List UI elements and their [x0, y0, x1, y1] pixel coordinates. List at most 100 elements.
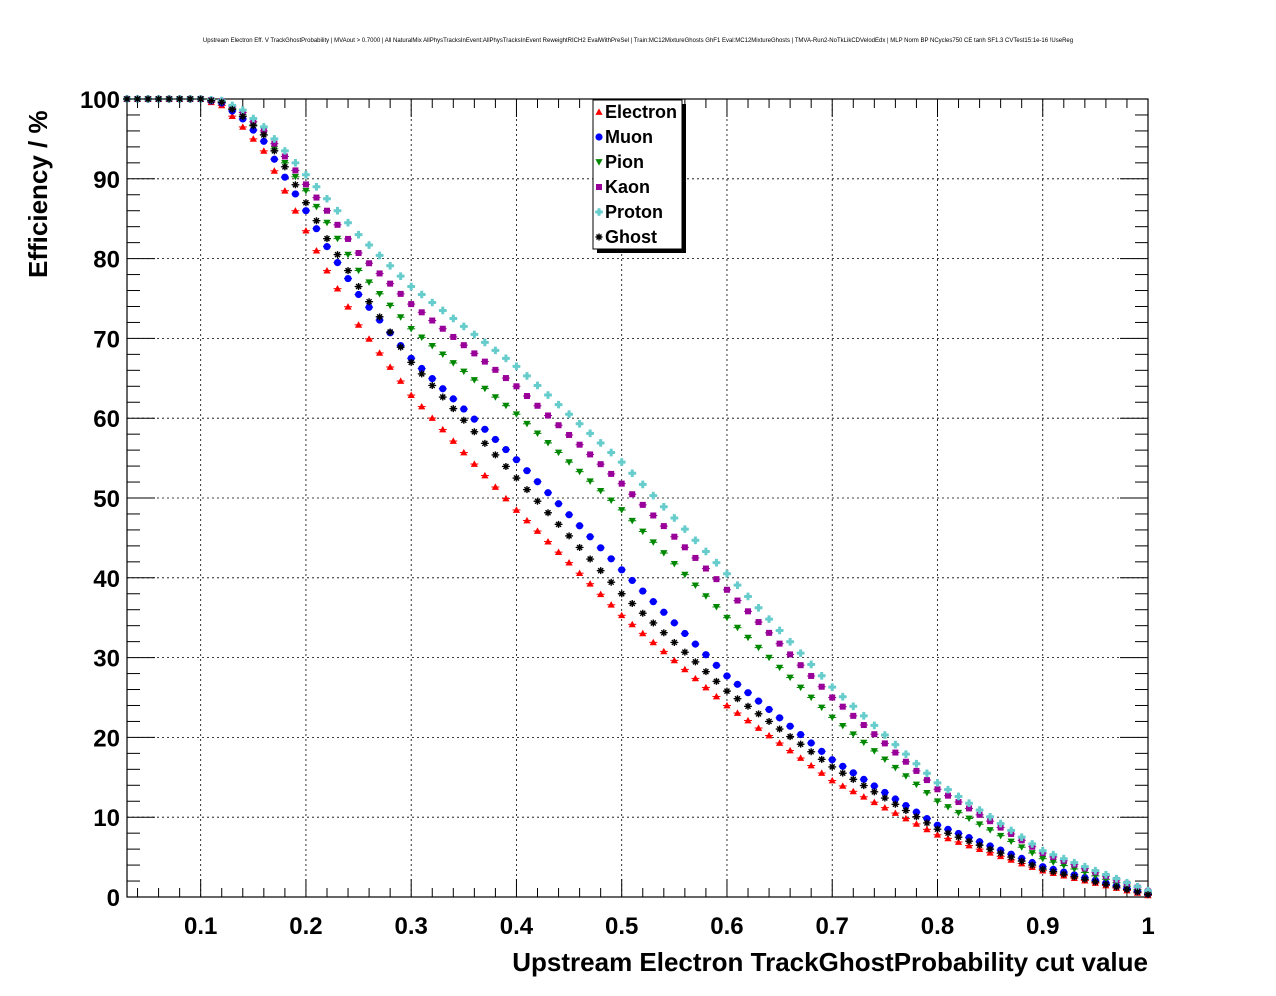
- data-point: [323, 266, 331, 274]
- legend-label: Pion: [605, 152, 644, 172]
- data-point: [155, 95, 163, 103]
- x-tick-label: 0.6: [710, 913, 743, 940]
- data-point: [450, 333, 457, 340]
- data-point: [755, 710, 763, 718]
- marker-stroke: [691, 658, 699, 666]
- marker-stroke: [481, 439, 489, 447]
- data-point: [502, 375, 509, 382]
- data-point: [1144, 891, 1152, 899]
- marker-stroke: [291, 181, 299, 189]
- data-point: [786, 722, 794, 730]
- x-tick-label: 0.9: [1026, 913, 1059, 940]
- y-tick-label: 80: [93, 247, 120, 274]
- marker-stroke: [491, 451, 499, 459]
- data-point: [828, 763, 836, 771]
- data-point: [460, 322, 468, 331]
- marker-stroke: [428, 381, 436, 389]
- data-point: [597, 487, 605, 495]
- data-point: [418, 370, 426, 378]
- marker-stroke: [1112, 883, 1120, 891]
- data-point: [733, 709, 742, 716]
- data-point: [1112, 883, 1120, 891]
- data-point: [545, 412, 552, 419]
- marker-stroke: [881, 794, 889, 802]
- data-point: [512, 456, 521, 464]
- marker-stroke: [670, 638, 678, 646]
- data-point: [1091, 878, 1099, 886]
- data-point: [1028, 861, 1036, 869]
- data-point: [249, 114, 258, 123]
- data-point: [354, 267, 363, 275]
- x-axis-label: Upstream Electron TrackGhostProbability …: [512, 947, 1148, 977]
- data-point: [302, 171, 310, 179]
- data-point: [965, 837, 973, 845]
- data-point: [597, 544, 605, 552]
- data-point: [650, 512, 657, 519]
- data-point: [396, 272, 405, 280]
- data-point: [512, 474, 520, 482]
- data-point: [775, 626, 784, 635]
- marker-stroke: [807, 748, 815, 756]
- data-point: [755, 619, 762, 626]
- data-point: [954, 792, 963, 801]
- legend-label: Muon: [605, 127, 653, 147]
- data-point: [776, 725, 784, 733]
- data-point: [323, 207, 330, 214]
- data-point: [713, 576, 720, 583]
- data-point: [1133, 882, 1142, 891]
- data-point: [449, 437, 457, 444]
- marker-stroke: [712, 677, 720, 685]
- data-point: [492, 366, 499, 373]
- y-tick-label: 0: [107, 885, 120, 912]
- data-point: [744, 689, 752, 697]
- marker-stroke: [586, 555, 594, 563]
- data-point: [397, 290, 404, 297]
- data-point: [428, 375, 436, 383]
- data-point: [597, 590, 605, 598]
- data-point: [881, 740, 888, 747]
- data-point: [934, 786, 941, 793]
- data-point: [502, 445, 510, 454]
- data-point: [923, 789, 931, 797]
- data-point: [628, 599, 636, 607]
- data-point: [618, 480, 625, 487]
- data-point: [333, 285, 342, 292]
- marker-stroke: [197, 95, 205, 103]
- data-point: [870, 782, 878, 790]
- data-point: [691, 658, 699, 666]
- data-point: [491, 394, 500, 401]
- marker-stroke: [733, 695, 741, 703]
- legend-entry-ghost: Ghost: [595, 227, 657, 247]
- marker-stroke: [1018, 857, 1026, 865]
- data-point: [407, 391, 415, 398]
- data-point: [544, 537, 552, 545]
- data-point: [438, 306, 447, 315]
- data-point: [944, 785, 952, 794]
- data-point: [576, 543, 584, 551]
- data-point: [628, 620, 636, 628]
- legend-entry-pion: Pion: [595, 152, 644, 172]
- data-point: [165, 95, 173, 103]
- marker-stroke: [860, 782, 868, 790]
- marker-stroke: [986, 845, 994, 853]
- data-point: [607, 555, 615, 563]
- legend-marker: [595, 208, 603, 216]
- data-point: [428, 381, 436, 389]
- marker-stroke: [270, 147, 278, 155]
- data-point: [933, 831, 942, 838]
- data-point: [291, 159, 300, 167]
- marker-stroke: [870, 788, 878, 796]
- data-point: [429, 317, 436, 324]
- data-point: [996, 819, 1005, 828]
- data-point: [333, 206, 342, 215]
- data-point: [1007, 838, 1015, 846]
- marker-stroke: [144, 95, 152, 103]
- legend: Electron Muon Pion Kaon Proton Ghost: [592, 99, 686, 253]
- data-point: [975, 806, 984, 814]
- data-point: [554, 500, 563, 508]
- data-point: [712, 692, 721, 700]
- data-point: [849, 775, 857, 783]
- data-point: [323, 219, 331, 227]
- data-point: [365, 279, 373, 286]
